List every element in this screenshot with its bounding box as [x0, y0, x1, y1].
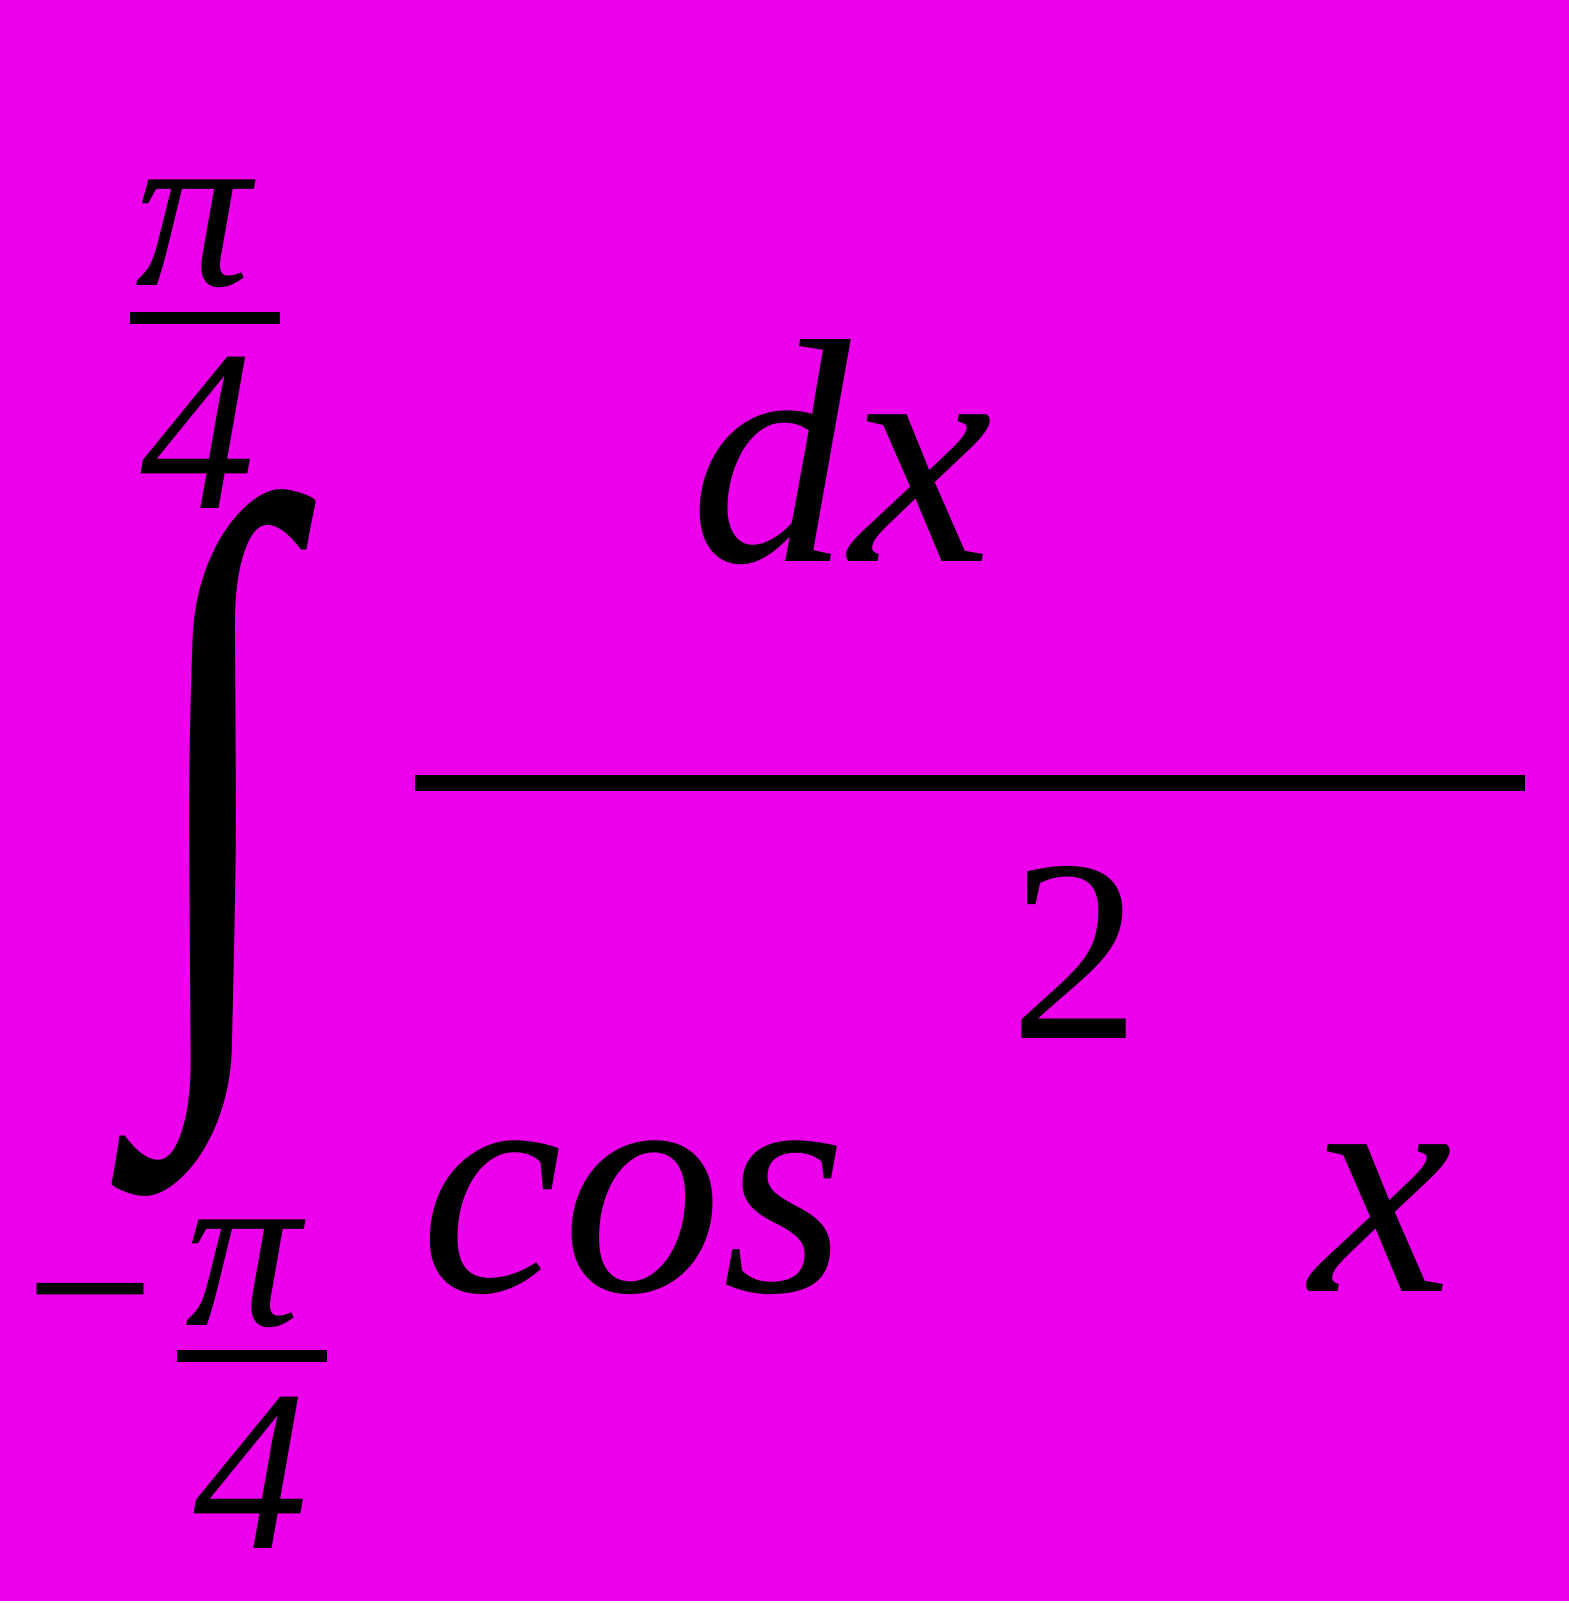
integrand-numerator: dx	[690, 270, 992, 638]
integrand-exponent: 2	[1010, 802, 1140, 1101]
integral-formula: π 4 ∫ − π 4 dx cos 2 x	[0, 0, 1569, 1601]
integral-sign: ∫	[140, 400, 288, 1120]
lower-limit-sign: −	[25, 1155, 155, 1420]
lower-limit-denominator: 4	[193, 1338, 308, 1603]
integrand-variable: x	[1310, 1000, 1452, 1368]
integrand-fraction-bar	[415, 775, 1525, 791]
integrand-function: cos	[420, 1000, 847, 1368]
